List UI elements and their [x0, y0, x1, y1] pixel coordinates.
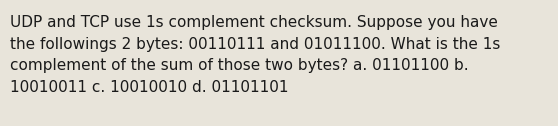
- Text: UDP and TCP use 1s complement checksum. Suppose you have
the followings 2 bytes:: UDP and TCP use 1s complement checksum. …: [10, 15, 501, 95]
